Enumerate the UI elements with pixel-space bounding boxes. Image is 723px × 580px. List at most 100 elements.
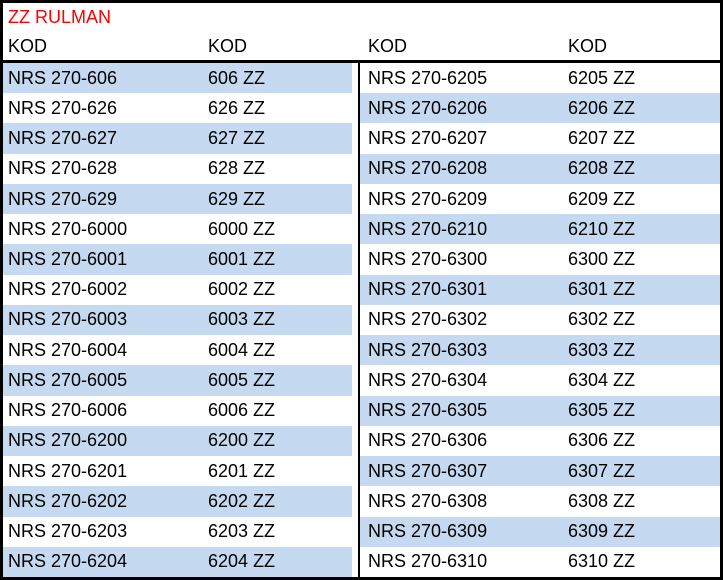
- code-cell: NRS 270-6209: [368, 188, 488, 209]
- code-cell: NRS 270-6308: [368, 490, 488, 511]
- code-cell: NRS 270-6200: [8, 430, 128, 451]
- code-cell: NRS 270-6003: [8, 309, 128, 330]
- zz-cell: 628 ZZ: [208, 158, 266, 179]
- code-cell: NRS 270-606: [8, 67, 118, 88]
- table-row: NRS 270-6201 6201 ZZ: [3, 456, 358, 486]
- table-row: NRS 270-6202 6202 ZZ: [3, 486, 358, 517]
- code-cell: NRS 270-6004: [8, 339, 128, 360]
- code-cell: NRS 270-6208: [368, 158, 488, 179]
- header-kod-2: KOD: [208, 35, 248, 56]
- zz-cell: 6305 ZZ: [568, 400, 636, 421]
- code-cell: NRS 270-629: [8, 188, 118, 209]
- code-cell: NRS 270-6306: [368, 430, 488, 451]
- table-title: ZZ RULMAN: [8, 7, 111, 27]
- zz-cell: 6208 ZZ: [568, 158, 636, 179]
- zz-cell: 6200 ZZ: [208, 430, 276, 451]
- code-cell: NRS 270-6002: [8, 279, 128, 300]
- zz-cell: 6205 ZZ: [568, 67, 636, 88]
- zz-cell: 6004 ZZ: [208, 339, 276, 360]
- table-row: NRS 270-6001 6001 ZZ: [3, 244, 358, 275]
- zz-cell: 6308 ZZ: [568, 490, 636, 511]
- zz-cell: 6201 ZZ: [208, 460, 276, 481]
- data-area: NRS 270-606 606 ZZ NRS 270-626 626 ZZ NRS 27…: [3, 63, 720, 577]
- code-cell: NRS 270-6301: [368, 279, 488, 300]
- code-cell: NRS 270-6310: [368, 551, 488, 572]
- table-row: NRS 270-6205 6205 ZZ: [360, 63, 720, 93]
- code-cell: NRS 270-6205: [368, 67, 488, 88]
- header-kod-4: KOD: [568, 35, 608, 56]
- zz-cell: 6209 ZZ: [568, 188, 636, 209]
- table-row: NRS 270-6207 6207 ZZ: [360, 123, 720, 153]
- table-row: NRS 270-6306 6306 ZZ: [360, 426, 720, 456]
- zz-cell: 6303 ZZ: [568, 339, 636, 360]
- zz-cell: 6300 ZZ: [568, 249, 636, 270]
- zz-cell: 629 ZZ: [208, 188, 266, 209]
- table-row: NRS 270-6301 6301 ZZ: [360, 274, 720, 305]
- zz-cell: 6310 ZZ: [568, 551, 636, 572]
- code-cell: NRS 270-626: [8, 97, 118, 118]
- table-row: NRS 270-6006 6006 ZZ: [3, 396, 358, 426]
- code-cell: NRS 270-6206: [368, 97, 488, 118]
- table-row: NRS 270-6204 6204 ZZ: [3, 546, 358, 577]
- table-row: NRS 270-6305 6305 ZZ: [360, 395, 720, 426]
- header-kod-1: KOD: [8, 35, 48, 56]
- code-cell: NRS 270-6201: [8, 460, 128, 481]
- table-row: NRS 270-629 629 ZZ: [3, 183, 358, 215]
- table-row: NRS 270-6300 6300 ZZ: [360, 244, 720, 274]
- code-cell: NRS 270-6305: [368, 400, 488, 421]
- zz-cell: 626 ZZ: [208, 97, 266, 118]
- table-row: NRS 270-626 626 ZZ: [3, 93, 358, 123]
- code-cell: NRS 270-6210: [368, 218, 488, 239]
- zz-cell: 6001 ZZ: [208, 249, 276, 270]
- table-row: NRS 270-6308 6308 ZZ: [360, 486, 720, 516]
- left-table: NRS 270-606 606 ZZ NRS 270-626 626 ZZ NRS 27…: [3, 63, 358, 577]
- code-cell: NRS 270-627: [8, 128, 118, 149]
- table-row: NRS 270-6303 6303 ZZ: [360, 335, 720, 366]
- right-table: NRS 270-6205 6205 ZZ NRS 270-6206 6206 ZZ NR…: [360, 63, 720, 577]
- code-cell: NRS 270-6300: [368, 249, 488, 270]
- zz-cell: 6203 ZZ: [208, 521, 276, 542]
- code-cell: NRS 270-6302: [368, 309, 488, 330]
- code-cell: NRS 270-6202: [8, 490, 128, 511]
- zz-cell: 6309 ZZ: [568, 521, 636, 542]
- zz-cell: 6202 ZZ: [208, 490, 276, 511]
- table-row: NRS 270-6200 6200 ZZ: [3, 425, 358, 457]
- table-row: NRS 270-6206 6206 ZZ: [360, 93, 720, 124]
- zz-cell: 6307 ZZ: [568, 460, 636, 481]
- zz-cell: 6304 ZZ: [568, 369, 636, 390]
- code-cell: NRS 270-6303: [368, 339, 488, 360]
- zz-cell: 6005 ZZ: [208, 369, 276, 390]
- zz-cell: 6206 ZZ: [568, 97, 636, 118]
- table-row: NRS 270-6309 6309 ZZ: [360, 516, 720, 547]
- zz-cell: 6000 ZZ: [208, 218, 276, 239]
- zz-cell: 6003 ZZ: [208, 309, 276, 330]
- code-cell: NRS 270-6203: [8, 521, 128, 542]
- zz-cell: 6207 ZZ: [568, 128, 636, 149]
- zz-cell: 6306 ZZ: [568, 430, 636, 451]
- zz-cell: 606 ZZ: [208, 67, 266, 88]
- code-cell: NRS 270-6304: [368, 369, 488, 390]
- table-row: NRS 270-6004 6004 ZZ: [3, 335, 358, 365]
- table-row: NRS 270-6002 6002 ZZ: [3, 275, 358, 305]
- table-divider: [358, 63, 360, 577]
- zz-cell: 6301 ZZ: [568, 279, 636, 300]
- code-cell: NRS 270-6001: [8, 249, 128, 270]
- table-row: NRS 270-627 627 ZZ: [3, 123, 358, 154]
- table-row: NRS 270-6208 6208 ZZ: [360, 153, 720, 184]
- table-row: NRS 270-606 606 ZZ: [3, 63, 358, 94]
- zz-cell: 6302 ZZ: [568, 309, 636, 330]
- code-cell: NRS 270-6207: [368, 128, 488, 149]
- code-cell: NRS 270-628: [8, 158, 118, 179]
- table-row: NRS 270-628 628 ZZ: [3, 154, 358, 184]
- zz-cell: 6210 ZZ: [568, 218, 636, 239]
- zz-cell: 6204 ZZ: [208, 551, 276, 572]
- table-row: NRS 270-6302 6302 ZZ: [360, 305, 720, 335]
- table-row: NRS 270-6210 6210 ZZ: [360, 214, 720, 245]
- table-row: NRS 270-6310 6310 ZZ: [360, 547, 720, 577]
- table-row: NRS 270-6209 6209 ZZ: [360, 184, 720, 214]
- zz-cell: 627 ZZ: [208, 128, 266, 149]
- table-row: NRS 270-6000 6000 ZZ: [3, 214, 358, 244]
- header-row: KOD KOD KOD KOD: [3, 32, 720, 63]
- table-row: NRS 270-6307 6307 ZZ: [360, 456, 720, 487]
